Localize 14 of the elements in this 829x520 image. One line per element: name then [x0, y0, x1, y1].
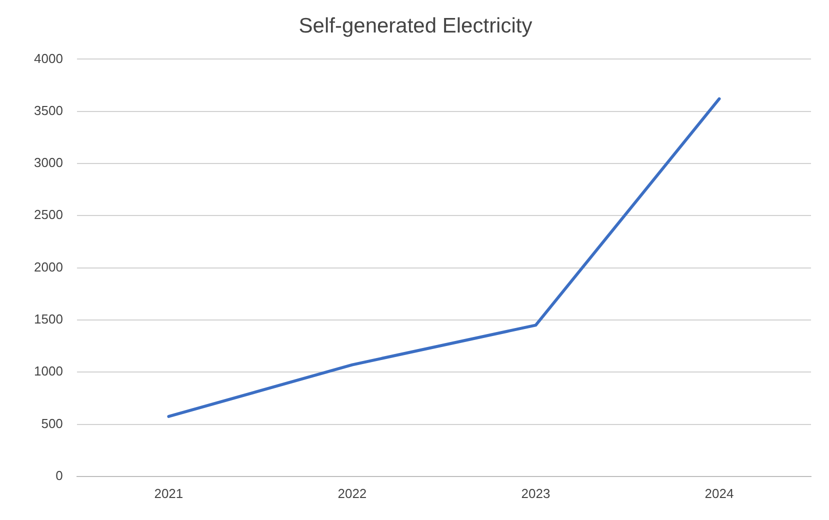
y-tick-label: 3500 [34, 102, 63, 118]
x-tick-label: 2024 [704, 486, 734, 501]
y-tick-label: 1000 [34, 364, 63, 379]
y-tick-label: 2500 [34, 207, 63, 222]
y-tick-label: 4000 [34, 50, 63, 66]
x-tick-label: 2021 [154, 486, 184, 501]
y-tick-label: 0 [56, 468, 63, 483]
chart-title: Self-generated Electricity [298, 14, 533, 38]
x-tick-label: 2022 [338, 486, 367, 501]
y-tick-label: 2000 [34, 259, 63, 274]
y-tick-label: 3000 [34, 155, 63, 170]
y-tick-label: 500 [41, 416, 63, 431]
y-tick-label: 1500 [34, 312, 63, 327]
x-tick-label: 2023 [521, 486, 550, 501]
